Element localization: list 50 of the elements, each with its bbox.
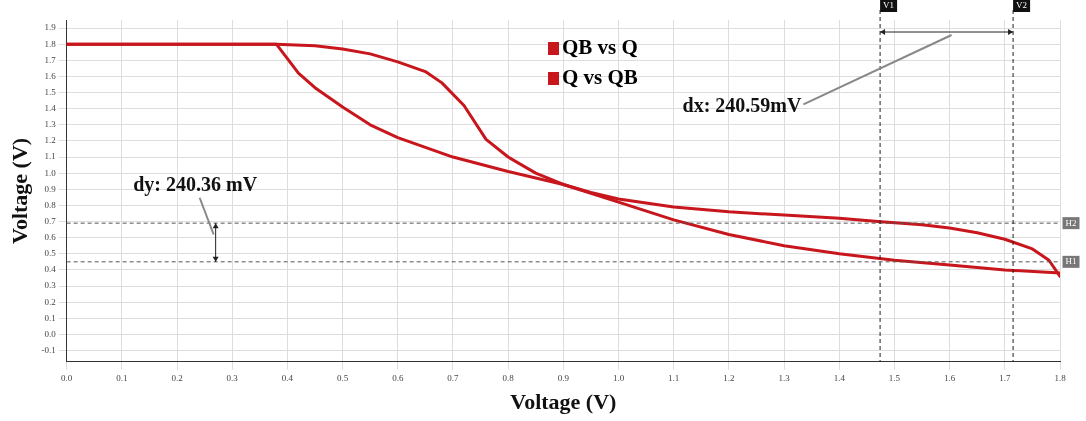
y-axis-title: Voltage (V): [6, 137, 32, 244]
y-tick-label: 0.1: [44, 312, 56, 323]
x-tick-label: 1.3: [778, 372, 791, 383]
y-tick-label: 0.4: [44, 264, 57, 275]
x-tick-label: 1.4: [833, 372, 846, 383]
x-tick-label: 1.7: [999, 372, 1011, 383]
x-tick-label: 0.9: [557, 372, 570, 383]
y-tick-label: 1.2: [44, 135, 56, 146]
y-tick-label: 0.8: [44, 199, 57, 210]
ref-line-label: H2: [1065, 217, 1077, 228]
x-tick-label: 0.1: [116, 372, 128, 383]
y-tick-label: 0.3: [44, 280, 57, 291]
y-tick-label: 1.4: [44, 103, 57, 114]
x-tick-label: 0.5: [336, 372, 349, 383]
x-tick-label: 1.6: [944, 372, 956, 383]
x-tick-label: 1.1: [668, 372, 680, 383]
y-tick-label: 1.8: [44, 38, 57, 49]
y-tick-label: 0.7: [44, 215, 57, 226]
annotation: dx: 240.59mV: [682, 94, 802, 117]
ref-line-label: V2: [1016, 0, 1028, 11]
x-tick-label: 1.0: [612, 372, 625, 383]
x-tick-label: 0.6: [392, 372, 404, 383]
legend-label: QB vs Q: [562, 35, 638, 59]
y-tick-label: 1.3: [44, 119, 57, 130]
y-tick-label: 1.7: [44, 54, 57, 65]
ref-line-label: V1: [883, 0, 895, 11]
y-tick-label: 0.9: [44, 183, 57, 194]
y-tick-label: 1.0: [44, 167, 57, 178]
y-tick-label: 0.2: [44, 296, 56, 307]
x-tick-label: 0.3: [226, 372, 239, 383]
x-tick-label: 1.8: [1054, 372, 1067, 383]
legend-label: Q vs QB: [562, 65, 638, 89]
y-tick-label: 0.5: [44, 248, 57, 259]
annotation: dy: 240.36 mV: [133, 172, 258, 196]
y-tick-label: 1.1: [44, 151, 56, 162]
x-tick-label: 1.2: [723, 372, 735, 383]
x-tick-label: 0.8: [502, 372, 515, 383]
x-tick-label: 0.2: [171, 372, 183, 383]
ref-line-label: H1: [1065, 256, 1077, 267]
y-tick-label: 1.5: [44, 86, 57, 97]
x-axis-title: Voltage (V): [510, 389, 617, 415]
x-tick-label: 0.0: [61, 372, 73, 383]
y-tick-label: 1.9: [44, 22, 57, 33]
y-tick-label: 0.6: [44, 232, 57, 243]
x-tick-label: 0.7: [447, 372, 460, 383]
x-tick-label: 1.5: [888, 372, 901, 383]
x-tick-label: 0.4: [281, 372, 294, 383]
y-tick-label: 1.6: [44, 70, 57, 81]
y-tick-label: 0.0: [44, 328, 57, 339]
y-tick-label: -0.1: [41, 344, 56, 355]
